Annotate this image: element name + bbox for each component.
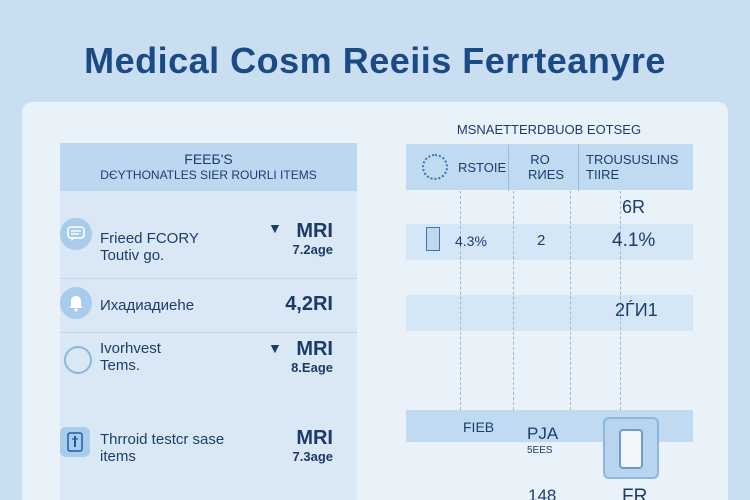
pin-icon: ▼ <box>268 340 282 356</box>
row1-col2: 2 <box>537 232 546 249</box>
col1-header: RSTOIE <box>458 160 507 175</box>
table-row <box>406 224 693 260</box>
bell-icon <box>60 287 92 319</box>
list-item-4-value: MRI <box>296 427 333 449</box>
row1-col1: 4.3% <box>455 233 487 249</box>
page-title: Medical Cosm Reeiis Ferrteanyre <box>84 40 666 81</box>
col3-header-line1: TROUSUSLINS <box>586 152 679 167</box>
col3-header-line2: TIIRE <box>586 167 620 182</box>
gauge-icon <box>422 154 448 180</box>
list-item-3-value: MRI <box>296 338 333 360</box>
row3-col2-value: PJA <box>527 424 559 443</box>
column-divider <box>578 145 579 191</box>
list-item-2[interactable]: Ихадиадиеhe 4,2RI <box>60 287 357 327</box>
list-item-1-sub: 7.2age <box>292 242 333 257</box>
table-header-row <box>406 144 693 190</box>
list-item-3[interactable]: Ivorhvest Tems. ▼ MRI 8.Eage <box>60 338 357 390</box>
left-header-line1: FEEБ'S <box>184 151 233 167</box>
row3-col2-sub: 5EES <box>527 445 553 456</box>
row2-col3: 2ЃИ1 <box>615 300 658 320</box>
column-divider <box>460 191 461 410</box>
column-divider <box>570 191 571 410</box>
chat-icon <box>60 218 92 250</box>
list-item-1-label: Frieed FCORY <box>100 230 199 247</box>
left-panel-header: FEEБ'S DЄYTHONATLES SIER ROURLI ITEMS <box>60 143 357 191</box>
list-item-1[interactable]: Frieed FCORY Toutiv go. ▼ MRI 7.2age <box>60 216 357 266</box>
bookmark-icon <box>426 227 440 251</box>
col2-header-line2: RИES <box>528 167 565 182</box>
list-item-4-label: Thrroid testcr sase <box>100 431 225 448</box>
table-row <box>406 295 693 331</box>
list-item-3-sublabel: Tems. <box>100 357 141 374</box>
row1-col3: 4.1% <box>612 230 656 251</box>
row-divider <box>60 278 357 279</box>
list-item-2-label: Ихадиадиеhe <box>100 297 195 314</box>
cell-top-right: 6R <box>622 197 646 217</box>
list-item-2-value: 4,2RI <box>285 293 333 315</box>
bottom-col2: 148 <box>528 486 557 500</box>
column-divider <box>620 191 621 410</box>
list-item-4[interactable]: Thrroid testcr sase items MRI 7.3age <box>60 425 357 475</box>
list-item-3-label: Ivorhvest <box>100 340 161 357</box>
row-divider <box>60 332 357 333</box>
column-divider <box>508 145 509 191</box>
list-item-3-sub: 8.Eage <box>291 360 333 375</box>
left-header-line2: DЄYTHONATLES SIER ROURLI ITEMS <box>100 168 317 182</box>
list-item-4-sublabel: items <box>100 448 136 465</box>
device-icon <box>603 417 659 479</box>
col2-header-line1: RO <box>530 152 550 167</box>
list-item-1-value: MRI <box>296 220 333 242</box>
right-panel-title: MSNAETTERDBUOB EOTSEG <box>456 122 642 137</box>
column-divider <box>513 191 514 410</box>
bottom-col3: FR <box>622 486 648 500</box>
circle-icon <box>64 346 92 374</box>
list-item-1-sublabel: Toutiv go. <box>100 247 165 264</box>
list-item-4-sub: 7.3age <box>292 449 333 464</box>
thermometer-icon <box>60 427 90 457</box>
left-panel <box>60 143 357 500</box>
pin-icon: ▼ <box>268 220 282 236</box>
row3-col1: FIEB <box>463 419 495 435</box>
